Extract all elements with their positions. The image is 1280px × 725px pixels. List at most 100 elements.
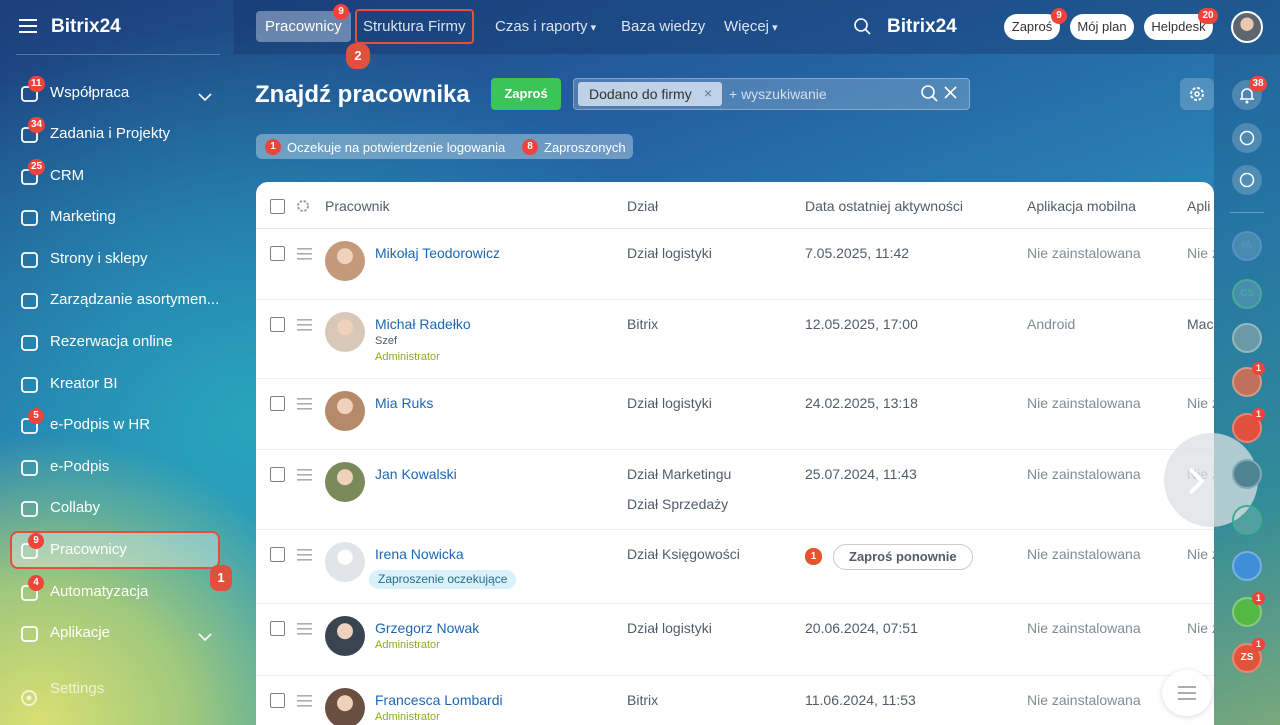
avatar: [325, 241, 365, 281]
chat-avatar[interactable]: [1232, 413, 1262, 443]
user-avatar[interactable]: [1231, 11, 1263, 43]
chat-avatar[interactable]: ZS: [1232, 505, 1262, 535]
invite-button[interactable]: Zaproś: [491, 78, 561, 110]
invite-pill[interactable]: Zaproś: [1004, 14, 1060, 40]
right-divider: [1230, 212, 1264, 213]
nav-item[interactable]: e-Podpis: [50, 458, 110, 475]
filter-chip[interactable]: [578, 82, 722, 106]
last-activity: 11.06.2024, 11:53: [805, 692, 916, 708]
logo[interactable]: Bitrix24: [51, 16, 121, 37]
badge: 9: [333, 4, 349, 20]
nav-tab[interactable]: Baza wiedzy: [621, 18, 706, 35]
checkbox[interactable]: [270, 317, 285, 332]
nav-item[interactable]: Rezerwacja online: [50, 333, 173, 350]
nav-tab[interactable]: Więcej ▾: [724, 18, 778, 35]
employee-name[interactable]: Michał Radełko: [375, 316, 471, 332]
nav-tab[interactable]: Pracownicy: [256, 11, 351, 42]
quick-action[interactable]: [1232, 165, 1262, 195]
nav-item[interactable]: Współpraca: [50, 84, 130, 101]
status-chip-label[interactable]: Oczekuje na potwierdzenie logowania: [287, 140, 506, 155]
department: Bitrix: [627, 316, 659, 332]
employee-name[interactable]: Mia Ruks: [375, 395, 434, 411]
nav-item[interactable]: CRM: [50, 167, 85, 184]
arrow-icon: [1188, 467, 1205, 495]
settings-link[interactable]: Settings: [50, 680, 105, 697]
nav-item[interactable]: Zarządzanie asortymen...: [50, 291, 220, 308]
nav-item[interactable]: Kreator BI: [50, 375, 118, 392]
last-activity: 20.06.2024, 07:51: [805, 620, 918, 636]
chat-avatar[interactable]: ZS: [1232, 643, 1262, 673]
nav-tab[interactable]: Struktura Firmy: [355, 9, 474, 44]
checkbox[interactable]: [270, 396, 285, 411]
quick-action[interactable]: [1232, 123, 1262, 153]
employee-name[interactable]: Grzegorz Nowak: [375, 620, 480, 636]
last-activity: 24.02.2025, 13:18: [805, 395, 918, 411]
chat-avatar[interactable]: [1232, 323, 1262, 353]
drag-handle: [297, 247, 312, 265]
drag-handle: [297, 548, 312, 566]
plan-pill[interactable]: Mój plan: [1070, 14, 1134, 40]
chat-avatar[interactable]: [1232, 597, 1262, 627]
reinvite-button[interactable]: Zaproś ponownie: [833, 544, 973, 570]
mobile-app: Nie zainstalowana: [1027, 395, 1141, 411]
active-item[interactable]: [10, 531, 220, 569]
checkbox[interactable]: [270, 693, 285, 708]
avatar: [325, 312, 365, 352]
drag-handle: [297, 318, 312, 336]
badge: 4: [28, 575, 44, 591]
employee-name[interactable]: Mikołaj Teodorowicz: [375, 245, 501, 261]
nav-item[interactable]: Automatyzacja: [50, 583, 149, 600]
sidebar-divider: [16, 54, 220, 55]
filter-chip-remove[interactable]: ×: [704, 85, 713, 101]
checkbox[interactable]: [270, 246, 285, 261]
search-actions[interactable]: [921, 85, 961, 103]
chat-avatar[interactable]: IA: [1232, 231, 1262, 261]
gear-icon: [1190, 87, 1204, 101]
nav-item[interactable]: Marketing: [50, 208, 116, 225]
top-logo[interactable]: Bitrix24: [887, 16, 957, 37]
badge: 9: [28, 533, 44, 549]
badge: 1: [265, 139, 281, 155]
column-header: Dział: [627, 198, 659, 214]
nav-tab[interactable]: Czas i raporty ▾: [495, 18, 597, 35]
employee-name[interactable]: Irena Nowicka: [375, 546, 464, 562]
menu-button[interactable]: [19, 18, 37, 34]
checkbox[interactable]: [270, 621, 285, 636]
chat-avatar[interactable]: [1232, 459, 1262, 489]
nav-item[interactable]: Collaby: [50, 499, 101, 516]
nav-item[interactable]: Strony i sklepy: [50, 250, 148, 267]
mobile-app: Nie zainstalowana: [1027, 692, 1141, 708]
employee-name[interactable]: Jan Kowalski: [375, 466, 457, 482]
row-divider: [256, 675, 1214, 676]
badge: 1: [1252, 408, 1265, 421]
desktop-app: Nie z: [1187, 245, 1214, 261]
employee-name[interactable]: Francesca Lombardi: [375, 692, 503, 708]
nav-item[interactable]: Pracownicy: [50, 541, 127, 558]
badge: 5: [28, 408, 44, 424]
page-title: Znajdź pracownika: [255, 81, 470, 108]
department: Dział Księgowości: [627, 546, 740, 562]
column-settings: [296, 199, 310, 218]
mobile-app: Nie zainstalowana: [1027, 245, 1141, 261]
avatar: [325, 542, 365, 582]
nav-icon: [20, 250, 40, 275]
select-all[interactable]: [270, 199, 285, 214]
last-activity: 7.05.2025, 11:42: [805, 245, 910, 261]
nav-icon: [20, 499, 40, 524]
drag-handle: [297, 622, 312, 640]
status-chips: [256, 134, 633, 159]
checkbox[interactable]: [270, 547, 285, 562]
status-chip-label[interactable]: Zaproszonych: [544, 140, 626, 155]
chat-avatar[interactable]: CS: [1232, 279, 1262, 309]
nav-item[interactable]: Zadania i Projekty: [50, 125, 171, 142]
settings-button[interactable]: [1180, 78, 1214, 110]
checkbox[interactable]: [270, 467, 285, 482]
row-divider: [256, 449, 1214, 450]
department: Bitrix: [627, 692, 659, 708]
quick-action-icon: [1239, 130, 1255, 151]
nav-item[interactable]: Aplikacje: [50, 624, 111, 641]
badge: 1: [1252, 592, 1265, 605]
nav-item[interactable]: e-Podpis w HR: [50, 416, 151, 433]
department: Dział Sprzedaży: [627, 496, 729, 512]
chat-avatar[interactable]: [1232, 551, 1262, 581]
